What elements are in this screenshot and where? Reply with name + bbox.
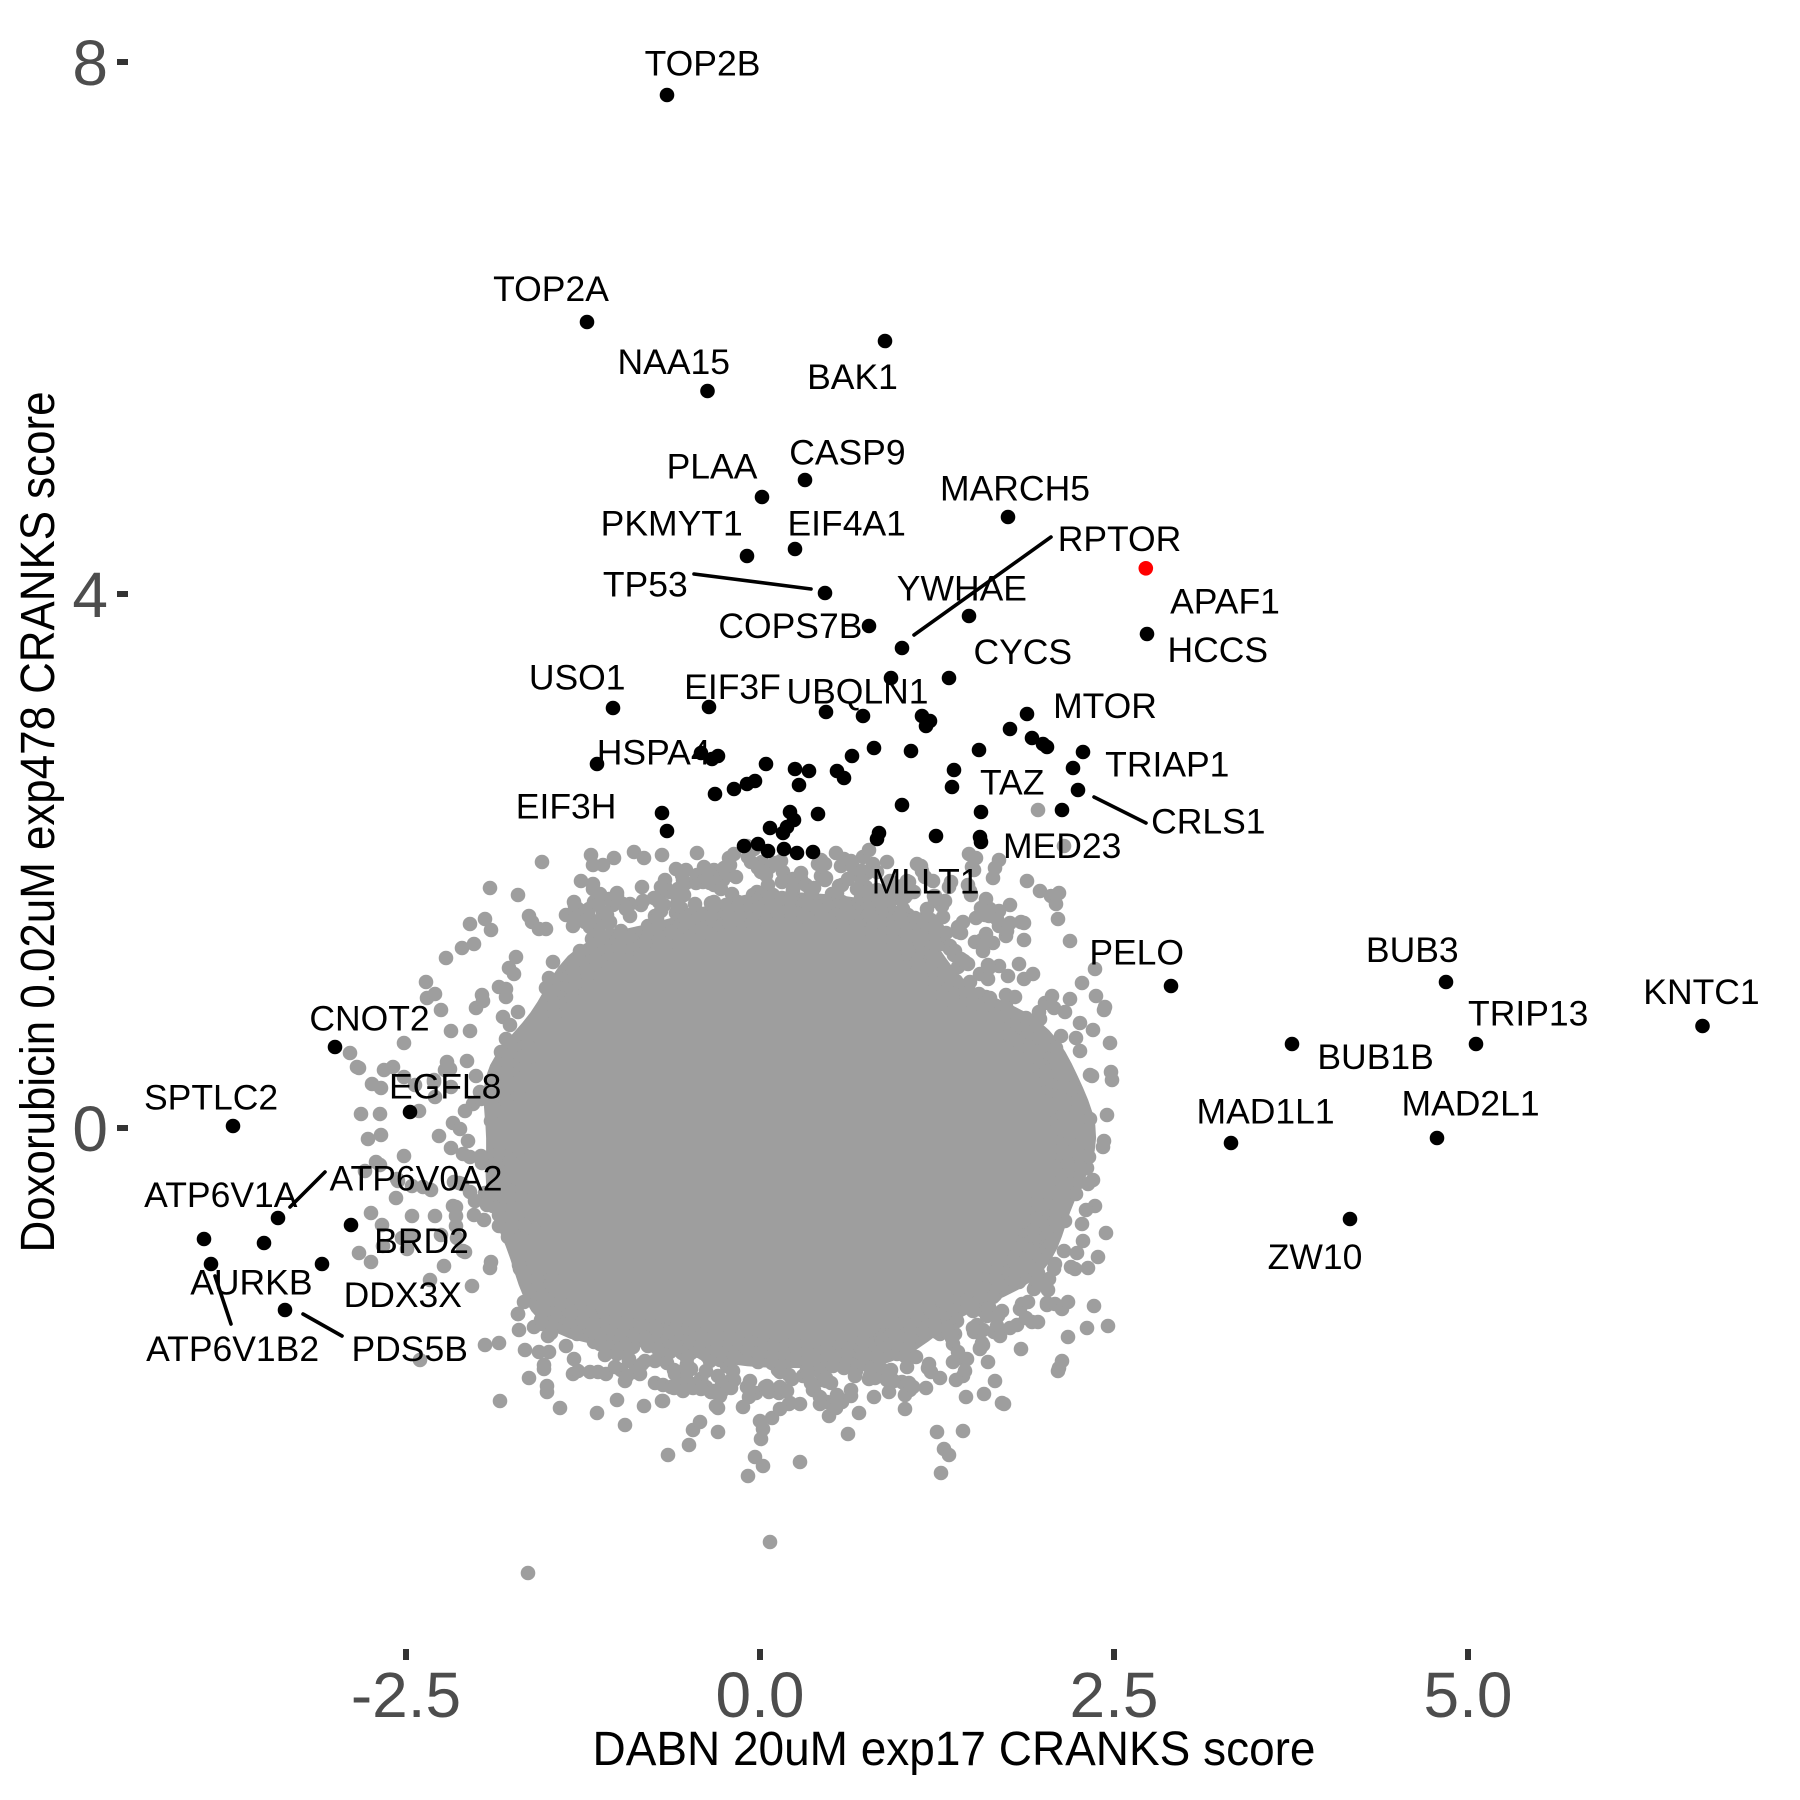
svg-text:PLAA: PLAA (667, 446, 758, 486)
svg-text:CNOT2: CNOT2 (309, 999, 429, 1039)
svg-text:HCCS: HCCS (1168, 630, 1269, 670)
svg-text:BUB1B: BUB1B (1317, 1037, 1433, 1077)
svg-text:CYCS: CYCS (973, 632, 1072, 672)
svg-text:YWHAE: YWHAE (897, 569, 1027, 609)
svg-text:HSPA4: HSPA4 (597, 732, 711, 772)
svg-text:0: 0 (72, 1093, 108, 1165)
svg-text:-2.5: -2.5 (351, 1659, 461, 1731)
svg-text:2.5: 2.5 (1070, 1659, 1159, 1731)
svg-text:AURKB: AURKB (190, 1262, 312, 1302)
svg-text:SPTLC2: SPTLC2 (144, 1078, 278, 1118)
svg-text:MAD1L1: MAD1L1 (1197, 1091, 1335, 1131)
svg-text:EIF4A1: EIF4A1 (787, 503, 905, 543)
svg-text:MLLT1: MLLT1 (872, 862, 980, 902)
svg-text:RPTOR: RPTOR (1058, 519, 1182, 559)
svg-text:ATP6V1A: ATP6V1A (144, 1175, 298, 1215)
svg-text:EIF3F: EIF3F (684, 667, 781, 707)
svg-text:ZW10: ZW10 (1268, 1237, 1363, 1277)
svg-text:TAZ: TAZ (980, 762, 1044, 802)
svg-text:Doxorubicin 0.02uM exp478 CRAN: Doxorubicin 0.02uM exp478 CRANKS score (12, 392, 65, 1253)
svg-text:MAD2L1: MAD2L1 (1402, 1084, 1540, 1124)
svg-text:APAF1: APAF1 (1170, 581, 1280, 621)
svg-text:4: 4 (72, 559, 108, 631)
svg-text:DABN 20uM exp17 CRANKS score: DABN 20uM exp17 CRANKS score (593, 1723, 1316, 1776)
svg-text:TP53: TP53 (603, 564, 688, 604)
svg-text:NAA15: NAA15 (618, 342, 730, 382)
svg-text:MED23: MED23 (1003, 826, 1121, 866)
svg-text:CASP9: CASP9 (789, 432, 905, 472)
svg-text:0.0: 0.0 (716, 1659, 805, 1731)
svg-text:MTOR: MTOR (1053, 686, 1157, 726)
svg-text:ATP6V0A2: ATP6V0A2 (330, 1158, 503, 1198)
svg-text:UBQLN1: UBQLN1 (786, 671, 928, 711)
svg-text:EGFL8: EGFL8 (389, 1067, 501, 1107)
svg-text:BRD2: BRD2 (374, 1221, 469, 1261)
svg-text:ATP6V1B2: ATP6V1B2 (146, 1329, 319, 1369)
svg-text:PDS5B: PDS5B (351, 1329, 467, 1369)
svg-text:PKMYT1: PKMYT1 (601, 503, 743, 543)
svg-text:USO1: USO1 (529, 657, 626, 697)
svg-text:TRIP13: TRIP13 (1468, 994, 1588, 1034)
svg-text:BAK1: BAK1 (807, 357, 898, 397)
svg-text:MARCH5: MARCH5 (940, 469, 1090, 509)
svg-text:PELO: PELO (1089, 932, 1184, 972)
svg-text:COPS7B: COPS7B (718, 606, 862, 646)
svg-text:TOP2B: TOP2B (645, 44, 761, 84)
svg-text:DDX3X: DDX3X (344, 1275, 462, 1315)
svg-text:BUB3: BUB3 (1366, 930, 1459, 970)
svg-text:KNTC1: KNTC1 (1643, 972, 1759, 1012)
svg-text:TOP2A: TOP2A (493, 269, 609, 309)
svg-text:EIF3H: EIF3H (516, 787, 617, 827)
svg-text:TRIAP1: TRIAP1 (1105, 745, 1229, 785)
svg-text:5.0: 5.0 (1424, 1659, 1513, 1731)
svg-text:8: 8 (72, 27, 108, 99)
svg-text:CRLS1: CRLS1 (1151, 801, 1265, 841)
